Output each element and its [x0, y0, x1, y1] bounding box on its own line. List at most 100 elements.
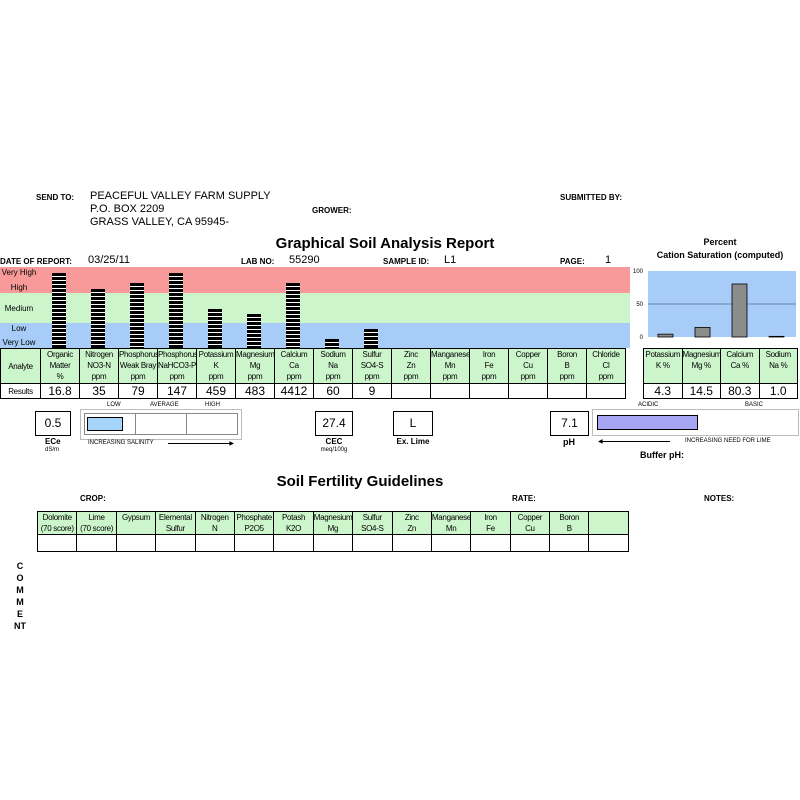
guideline-name: Iron	[484, 513, 497, 522]
guideline-value-cell	[194, 534, 235, 552]
rate-label: RATE:	[512, 494, 536, 503]
analyte-unit: ppm	[130, 372, 146, 381]
salinity-scale-low: LOW	[107, 402, 121, 408]
analyte-name: Phosphorus	[158, 350, 196, 359]
analyte-name: Zinc	[404, 350, 418, 359]
guideline-sub	[590, 523, 628, 534]
guideline-value-cell	[430, 534, 472, 552]
analyte-unit: ppm	[247, 372, 263, 381]
cec-value: 27.4	[315, 411, 353, 436]
sample-id-label: SAMPLE ID:	[383, 257, 430, 266]
band-medium	[0, 293, 630, 323]
cation-bar-0	[657, 333, 674, 338]
level-high: High	[10, 283, 28, 292]
result-value: 60	[313, 383, 353, 399]
send-to-label: SEND TO:	[36, 193, 75, 202]
level-low: Low	[11, 324, 27, 333]
cation-chart-subtitle: Cation Saturation (computed)	[656, 250, 784, 260]
guideline-name: Sulfur	[362, 513, 382, 522]
guideline-header: Zinc Zn	[391, 511, 432, 535]
ece-value: 0.5	[35, 411, 71, 436]
analyte-header: Phosphorus Weak Bray ppm	[118, 348, 158, 384]
analyte-name: Manganese	[431, 350, 469, 359]
guideline-name: Lime	[88, 513, 105, 522]
analyte-name: Copper	[515, 350, 541, 359]
guideline-value-cell	[233, 534, 275, 552]
analyte-sub: B	[564, 361, 570, 370]
analyte-name: Potassium	[198, 350, 234, 359]
cation-sub: K %	[655, 361, 670, 370]
guideline-value-cell	[155, 534, 196, 552]
analyte-sub: Zn	[406, 361, 416, 370]
cation-bar-3	[768, 335, 785, 338]
cation-value: 1.0	[758, 383, 798, 399]
analyte-name: Boron	[557, 350, 577, 359]
result-value	[586, 383, 626, 399]
page-number: 1	[605, 254, 612, 266]
page-label: PAGE:	[560, 257, 585, 266]
analyte-sub: SO4-S	[360, 361, 384, 370]
level-bar-8	[364, 329, 378, 348]
guideline-name: Nitrogen	[200, 513, 229, 522]
guidelines-title: Soil Fertility Guidelines	[276, 473, 444, 490]
guideline-header: Potash K2O	[273, 511, 314, 535]
salinity-level-bar	[87, 417, 123, 431]
divider	[186, 414, 187, 434]
analyte-unit: ppm	[598, 372, 614, 381]
analyte-header: Phosphorus NaHCO3-P ppm	[157, 348, 197, 384]
ph-scale	[592, 409, 799, 436]
cation-sub: Mg %	[691, 361, 712, 370]
analyte-sub: NaHCO3-P	[158, 361, 196, 370]
guideline-header	[588, 511, 629, 535]
guideline-header: Magnesium Mg	[312, 511, 354, 535]
level-bar-7	[325, 339, 339, 348]
submitted-by-label: SUBMITTED BY:	[560, 193, 623, 202]
result-value: 35	[79, 383, 119, 399]
comment-label: COMMENT	[14, 561, 26, 631]
cation-header: Calcium Ca %	[720, 348, 760, 384]
y-tick-label: 100	[633, 269, 644, 275]
cation-name: Calcium	[726, 350, 754, 359]
analyte-unit: ppm	[208, 372, 224, 381]
y-tick-label: 50	[636, 302, 643, 308]
level-bar-4	[208, 309, 222, 348]
analyte-header: Organic Matter%	[40, 348, 80, 384]
analyte-header: Sodium Na ppm	[313, 348, 353, 384]
analyte-unit: ppm	[403, 372, 419, 381]
guideline-name: Gypsum	[121, 513, 150, 522]
result-value: 9	[352, 383, 392, 399]
analyte-unit: ppm	[91, 372, 107, 381]
ph-scale-basic: BASIC	[745, 402, 764, 408]
analyte-sub: Ca	[289, 361, 299, 370]
cation-header: Magnesium Mg %	[681, 348, 721, 384]
arrow-right-icon: ▶	[168, 441, 234, 447]
result-value	[430, 383, 470, 399]
salinity-caption: INCREASING SALINITY	[88, 440, 154, 446]
guideline-header: Iron Fe	[470, 511, 511, 535]
sample-id: L1	[444, 254, 457, 266]
analyte-sub: K	[213, 361, 219, 370]
guideline-name: Dolomite	[42, 513, 72, 522]
analyte-header: Copper Cu ppm	[508, 348, 548, 384]
result-value	[469, 383, 509, 399]
guideline-sub	[117, 523, 154, 534]
cation-bar-1	[694, 327, 711, 338]
guideline-sub: Mg	[327, 524, 339, 533]
analyte-sub: Weak Bray	[119, 361, 157, 370]
result-value: 79	[118, 383, 158, 399]
analyte-unit: ppm	[325, 372, 341, 381]
analyte-unit: ppm	[520, 372, 536, 381]
guidelines-table: Dolomite (70 score) Lime (70 score) Gypsum El…	[36, 511, 629, 552]
salinity-scale	[80, 409, 242, 440]
analyte-name: Chloride	[592, 350, 620, 359]
analyte-name: Organic	[47, 350, 73, 359]
level-medium: Medium	[4, 304, 34, 313]
cation-value: 14.5	[681, 383, 721, 399]
guideline-sub: Fe	[486, 524, 495, 533]
analyte-unit: ppm	[442, 372, 458, 381]
guideline-header: Nitrogen N	[194, 511, 235, 535]
analyte-header: Nitrogen NO3-N ppm	[79, 348, 119, 384]
notes-label: NOTES:	[704, 494, 735, 503]
divider	[135, 414, 136, 434]
